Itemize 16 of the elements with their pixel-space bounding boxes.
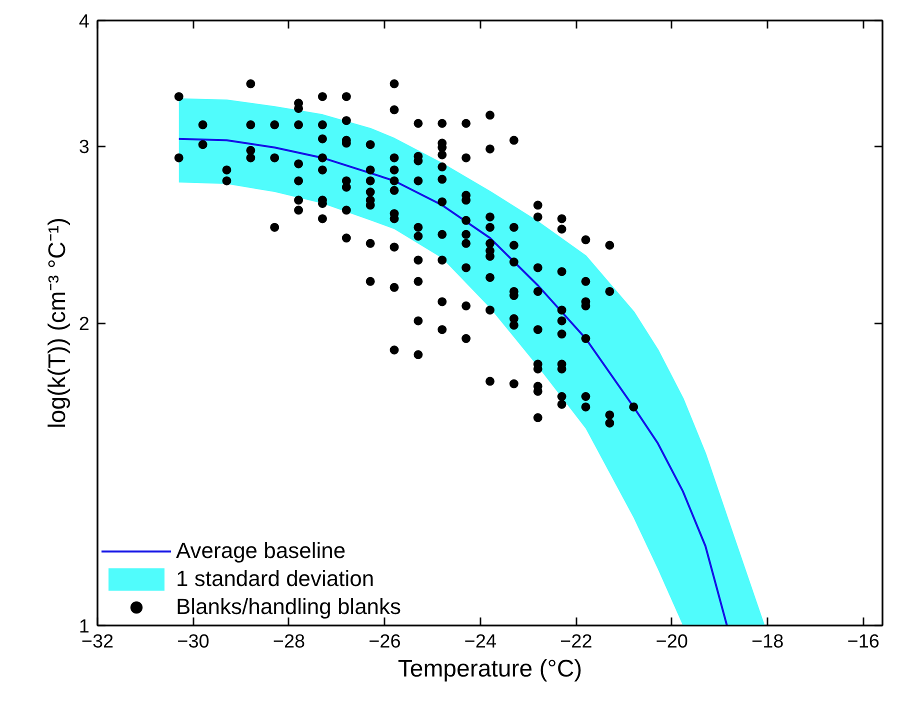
x-axis-title: Temperature (°C) bbox=[398, 656, 582, 682]
legend-label: Average baseline bbox=[176, 538, 346, 564]
legend-label: 1 standard deviation bbox=[176, 566, 374, 592]
x-tick-label: −24 bbox=[464, 632, 497, 652]
x-tick-label: −20 bbox=[656, 632, 688, 652]
x-tick-label: −18 bbox=[752, 632, 784, 652]
x-tick-label: −16 bbox=[847, 632, 880, 652]
x-tick-label: −30 bbox=[177, 632, 210, 652]
x-tick-label: −28 bbox=[272, 632, 306, 652]
y-tick-label: 4 bbox=[78, 12, 90, 32]
y-tick-label: 3 bbox=[78, 137, 90, 158]
x-tick-label: −22 bbox=[560, 632, 592, 652]
legend-label: Blanks/handling blanks bbox=[176, 594, 402, 620]
y-axis-title: log(k(T)) (cm⁻³ °C⁻¹) bbox=[44, 218, 71, 428]
y-tick-label: 2 bbox=[78, 314, 90, 335]
x-tick-label: −26 bbox=[368, 632, 401, 652]
